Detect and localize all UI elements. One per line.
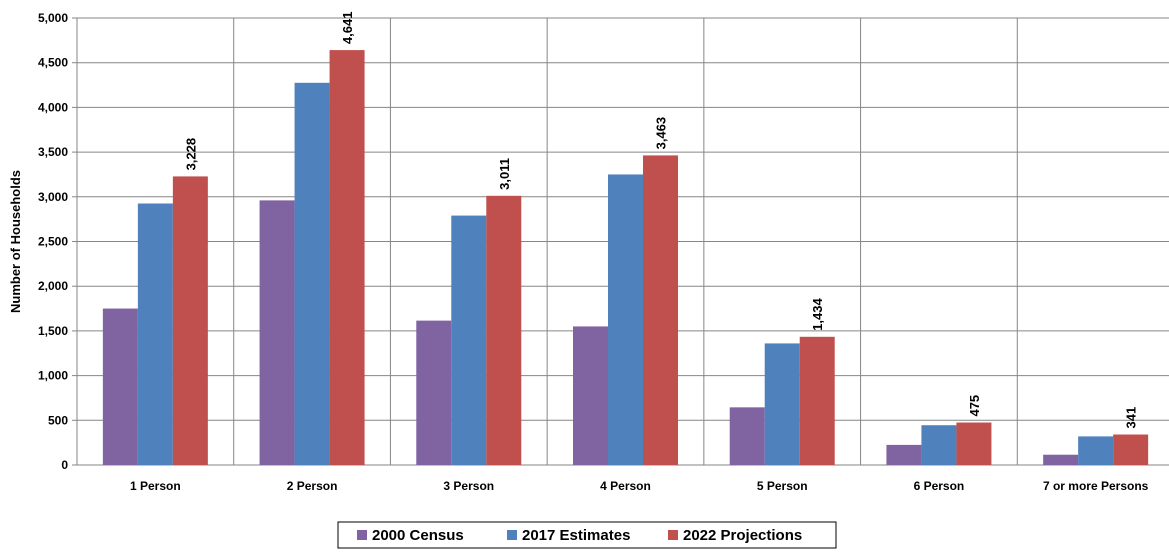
y-tick-label: 500: [48, 413, 68, 427]
y-tick-label: 3,500: [38, 145, 68, 159]
bar-2022-projections: [956, 422, 992, 465]
bar-2017-estimates: [608, 174, 643, 465]
bar-2000-census: [102, 308, 138, 465]
x-tick-label: 4 Person: [600, 479, 651, 493]
x-tick-label: 7 or more Persons: [1043, 479, 1149, 493]
y-tick-label: 2,000: [38, 279, 68, 293]
bar-2022-projections: [486, 195, 522, 466]
y-axis-label: Number of Households: [8, 170, 23, 313]
legend-swatch: [668, 530, 678, 540]
bar-2000-census: [416, 320, 452, 465]
x-tick-label: 3 Person: [443, 479, 494, 493]
x-tick-label: 2 Person: [287, 479, 338, 493]
bar-2000-census: [1043, 454, 1079, 465]
x-tick-label: 1 Person: [130, 479, 181, 493]
y-tick-label: 1,000: [38, 369, 68, 383]
bar-2017-estimates: [451, 215, 487, 465]
x-tick-label: 6 Person: [914, 479, 965, 493]
bar-2022-projections: [172, 176, 208, 465]
legend-swatch: [357, 530, 367, 540]
y-tick-label: 5,000: [38, 11, 68, 25]
data-label: 4,641: [340, 12, 355, 45]
bar-2022-projections: [643, 155, 678, 465]
data-label: 475: [967, 395, 982, 417]
bar-2000-census: [729, 407, 765, 465]
bar-2017-estimates: [764, 343, 800, 465]
bar-2017-estimates: [921, 425, 957, 465]
x-tick-label: 5 Person: [757, 479, 808, 493]
bar-2000-census: [886, 444, 922, 465]
bar-2000-census: [573, 326, 608, 465]
bar-2017-estimates: [137, 203, 173, 465]
legend-label: 2017 Estimates: [522, 527, 630, 544]
y-tick-label: 0: [61, 458, 68, 472]
y-tick-label: 4,500: [38, 56, 68, 70]
bar-2022-projections: [799, 336, 835, 465]
bar-2017-estimates: [1078, 436, 1114, 465]
y-tick-label: 3,000: [38, 190, 68, 204]
data-label: 3,011: [497, 158, 512, 190]
bar-2017-estimates: [294, 82, 330, 465]
legend-box: [337, 521, 837, 549]
bar-2022-projections: [1113, 434, 1149, 465]
data-label: 341: [1124, 407, 1139, 429]
bar-2022-projections: [329, 50, 365, 465]
y-tick-label: 4,000: [38, 100, 68, 114]
legend-label: 2000 Census: [372, 527, 464, 544]
legend-swatch: [507, 530, 517, 540]
data-label: 3,228: [183, 138, 198, 171]
data-label: 1,434: [810, 297, 825, 330]
y-tick-label: 2,500: [38, 235, 68, 249]
legend-label: 2022 Projections: [683, 527, 802, 544]
bar-2000-census: [259, 200, 295, 465]
y-tick-label: 1,500: [38, 324, 68, 338]
data-label: 3,463: [654, 117, 669, 150]
